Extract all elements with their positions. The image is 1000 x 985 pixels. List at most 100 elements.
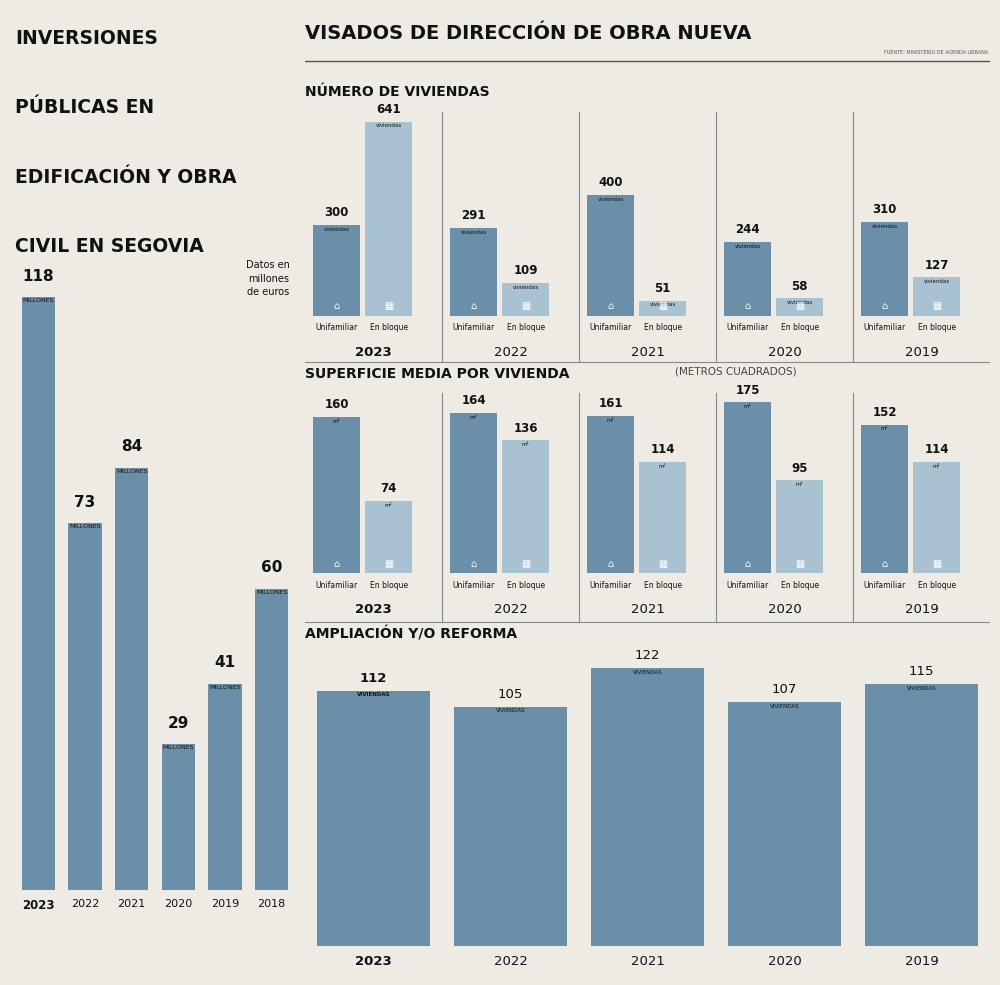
- Text: 2019: 2019: [211, 899, 239, 909]
- Text: 122: 122: [635, 649, 660, 662]
- Text: En bloque: En bloque: [644, 581, 682, 590]
- FancyBboxPatch shape: [365, 501, 412, 573]
- Text: NÚMERO DE VIVIENDAS: NÚMERO DE VIVIENDAS: [305, 85, 490, 98]
- FancyBboxPatch shape: [865, 684, 978, 946]
- Text: viviendas: viviendas: [786, 300, 813, 305]
- FancyBboxPatch shape: [68, 523, 102, 890]
- Text: ▦: ▦: [932, 301, 941, 311]
- FancyBboxPatch shape: [639, 300, 686, 316]
- FancyBboxPatch shape: [208, 685, 242, 890]
- FancyBboxPatch shape: [365, 121, 412, 316]
- Text: m²: m²: [522, 442, 529, 447]
- Text: 291: 291: [461, 209, 486, 223]
- Text: 161: 161: [598, 397, 623, 410]
- Text: 127: 127: [924, 259, 949, 272]
- Text: 114: 114: [924, 443, 949, 456]
- Text: En bloque: En bloque: [370, 581, 408, 590]
- Text: 2018: 2018: [258, 899, 286, 909]
- Text: viviendas: viviendas: [460, 230, 487, 234]
- Text: PÚBLICAS EN: PÚBLICAS EN: [15, 98, 154, 117]
- Text: VIVIENDAS: VIVIENDAS: [357, 692, 390, 697]
- Text: ⌂: ⌂: [333, 301, 340, 311]
- Text: ⌂: ⌂: [333, 558, 340, 568]
- Text: m²: m²: [796, 483, 803, 488]
- Text: viviendas: viviendas: [871, 224, 898, 229]
- Text: VIVIENDAS: VIVIENDAS: [633, 670, 662, 675]
- FancyBboxPatch shape: [913, 462, 960, 573]
- FancyBboxPatch shape: [22, 297, 55, 890]
- Text: AMPLIACIÓN Y/O REFORMA: AMPLIACIÓN Y/O REFORMA: [305, 626, 517, 641]
- Text: m²: m²: [659, 464, 666, 469]
- Text: INVERSIONES: INVERSIONES: [15, 29, 158, 48]
- Text: Unifamiliar: Unifamiliar: [452, 323, 495, 332]
- Text: 114: 114: [650, 443, 675, 456]
- Text: MILLONES: MILLONES: [23, 298, 54, 303]
- Text: ⌂: ⌂: [607, 558, 614, 568]
- Text: viviendas: viviendas: [323, 227, 350, 231]
- Text: 107: 107: [772, 684, 797, 696]
- FancyBboxPatch shape: [913, 278, 960, 316]
- Text: 29: 29: [168, 715, 189, 731]
- Text: 310: 310: [872, 203, 897, 217]
- Text: MILLONES: MILLONES: [69, 524, 101, 529]
- Text: En bloque: En bloque: [507, 581, 545, 590]
- Text: En bloque: En bloque: [781, 323, 819, 332]
- Text: ▦: ▦: [658, 301, 667, 311]
- Text: ⌂: ⌂: [607, 301, 614, 311]
- Text: viviendas: viviendas: [649, 302, 676, 307]
- Text: (METROS CUADRADOS): (METROS CUADRADOS): [675, 366, 797, 377]
- Text: VIVIENDAS: VIVIENDAS: [907, 686, 936, 690]
- FancyBboxPatch shape: [861, 222, 908, 316]
- Text: 60: 60: [261, 559, 282, 575]
- Text: 2022: 2022: [494, 954, 527, 968]
- Text: 41: 41: [214, 655, 236, 670]
- Text: 2023: 2023: [355, 346, 392, 359]
- Text: 175: 175: [735, 383, 760, 397]
- Text: 2021: 2021: [118, 899, 146, 909]
- Text: 2023: 2023: [355, 954, 392, 968]
- Text: Unifamiliar: Unifamiliar: [863, 581, 906, 590]
- Text: 2022: 2022: [494, 603, 527, 616]
- Text: En bloque: En bloque: [644, 323, 682, 332]
- Text: 2020: 2020: [768, 954, 801, 968]
- Text: ▦: ▦: [795, 301, 804, 311]
- FancyBboxPatch shape: [591, 668, 704, 946]
- Text: m²: m²: [933, 464, 940, 469]
- Text: 2020: 2020: [164, 899, 192, 909]
- Text: Unifamiliar: Unifamiliar: [452, 581, 495, 590]
- Text: 2019: 2019: [905, 603, 938, 616]
- FancyBboxPatch shape: [317, 690, 430, 946]
- Text: 109: 109: [513, 264, 538, 278]
- Text: 2021: 2021: [631, 346, 664, 359]
- Text: SUPERFICIE MEDIA POR VIVIENDA: SUPERFICIE MEDIA POR VIVIENDA: [305, 366, 570, 381]
- Text: ▦: ▦: [795, 558, 804, 568]
- Text: 2023: 2023: [355, 603, 392, 616]
- Text: VIVIENDAS: VIVIENDAS: [770, 704, 799, 709]
- FancyBboxPatch shape: [776, 481, 823, 573]
- Text: En bloque: En bloque: [781, 581, 819, 590]
- Text: 73: 73: [74, 494, 96, 509]
- FancyBboxPatch shape: [724, 402, 771, 573]
- FancyBboxPatch shape: [724, 242, 771, 316]
- Text: 95: 95: [791, 462, 808, 475]
- Text: 160: 160: [324, 398, 349, 411]
- Text: ⌂: ⌂: [881, 301, 888, 311]
- Text: 244: 244: [735, 224, 760, 236]
- Text: 400: 400: [598, 176, 623, 189]
- Text: ▦: ▦: [932, 558, 941, 568]
- Text: 164: 164: [461, 394, 486, 408]
- FancyBboxPatch shape: [313, 225, 360, 316]
- Text: 2019: 2019: [905, 954, 938, 968]
- Text: 2020: 2020: [768, 603, 801, 616]
- Text: VIVIENDAS: VIVIENDAS: [496, 708, 525, 713]
- Text: ⌂: ⌂: [470, 558, 477, 568]
- Text: EDIFICACIÓN Y OBRA: EDIFICACIÓN Y OBRA: [15, 167, 237, 187]
- Text: Unifamiliar: Unifamiliar: [589, 581, 632, 590]
- Text: CIVIL EN SEGOVIA: CIVIL EN SEGOVIA: [15, 237, 204, 256]
- Text: Datos en
millones
de euros: Datos en millones de euros: [246, 260, 289, 296]
- Text: 74: 74: [380, 483, 397, 495]
- Text: 118: 118: [23, 269, 54, 284]
- Text: Unifamiliar: Unifamiliar: [315, 581, 358, 590]
- Text: Unifamiliar: Unifamiliar: [315, 323, 358, 332]
- FancyBboxPatch shape: [776, 298, 823, 316]
